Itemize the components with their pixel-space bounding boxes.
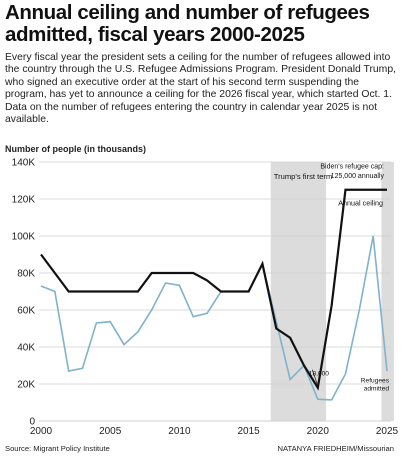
y-axis-label: Number of people (in thousands) — [5, 144, 146, 154]
x-tick-label: 2025 — [376, 426, 399, 437]
y-tick-label: 140K — [12, 158, 36, 169]
annotations: Biden's refugee cap: 125,000 annually Annu… — [309, 164, 390, 393]
y-tick-label: 20K — [17, 380, 35, 391]
y-tick-label: 60K — [17, 306, 35, 317]
y-tick-label: 80K — [17, 269, 35, 280]
credit-note: NATANYA FRIEDHEIM/Missourian — [277, 444, 394, 453]
source-note: Source: Migrant Policy Institute — [5, 444, 110, 453]
annotation-leader — [311, 369, 318, 384]
annotation-5: admitted — [364, 386, 390, 393]
y-tick-labels: 0 20K 40K 60K 80K 100K 120K 140K — [12, 158, 36, 428]
annotation-2: Annual ceiling — [338, 199, 383, 208]
chart-title: Annual ceiling and number of refugees ad… — [5, 1, 370, 46]
y-tick-label: 0 — [29, 417, 35, 428]
annotation-0: Biden's refugee cap: — [320, 164, 384, 171]
x-tick-label: 2005 — [99, 426, 122, 437]
shaded-region-1 — [381, 162, 394, 421]
x-tick-label: 2015 — [237, 426, 260, 437]
x-tick-labels: 2000 2005 2010 2015 2020 2025 — [30, 426, 399, 437]
shaded-region-0 — [270, 162, 327, 421]
shaded-region-label: Trump's first term — [274, 172, 333, 181]
y-tick-label: 100K — [12, 232, 36, 243]
x-tick-label: 2020 — [307, 426, 330, 437]
x-tick-label: 2010 — [168, 426, 191, 437]
series-lines — [40, 188, 388, 401]
annotation-3: 18,000 — [309, 371, 330, 378]
x-tick-label: 2000 — [30, 426, 53, 437]
ceiling-line — [40, 188, 387, 391]
annotation-1: 125,000 annually — [331, 173, 385, 180]
shaded-regions: Trump's first term — [270, 162, 394, 421]
chart-subtitle: Every fiscal year the president sets a c… — [5, 52, 397, 126]
annotation-4: Refugees — [361, 377, 390, 384]
y-tick-label: 120K — [12, 195, 36, 206]
admitted-line — [40, 235, 388, 401]
y-tick-label: 40K — [17, 343, 35, 354]
gridlines — [39, 161, 391, 422]
